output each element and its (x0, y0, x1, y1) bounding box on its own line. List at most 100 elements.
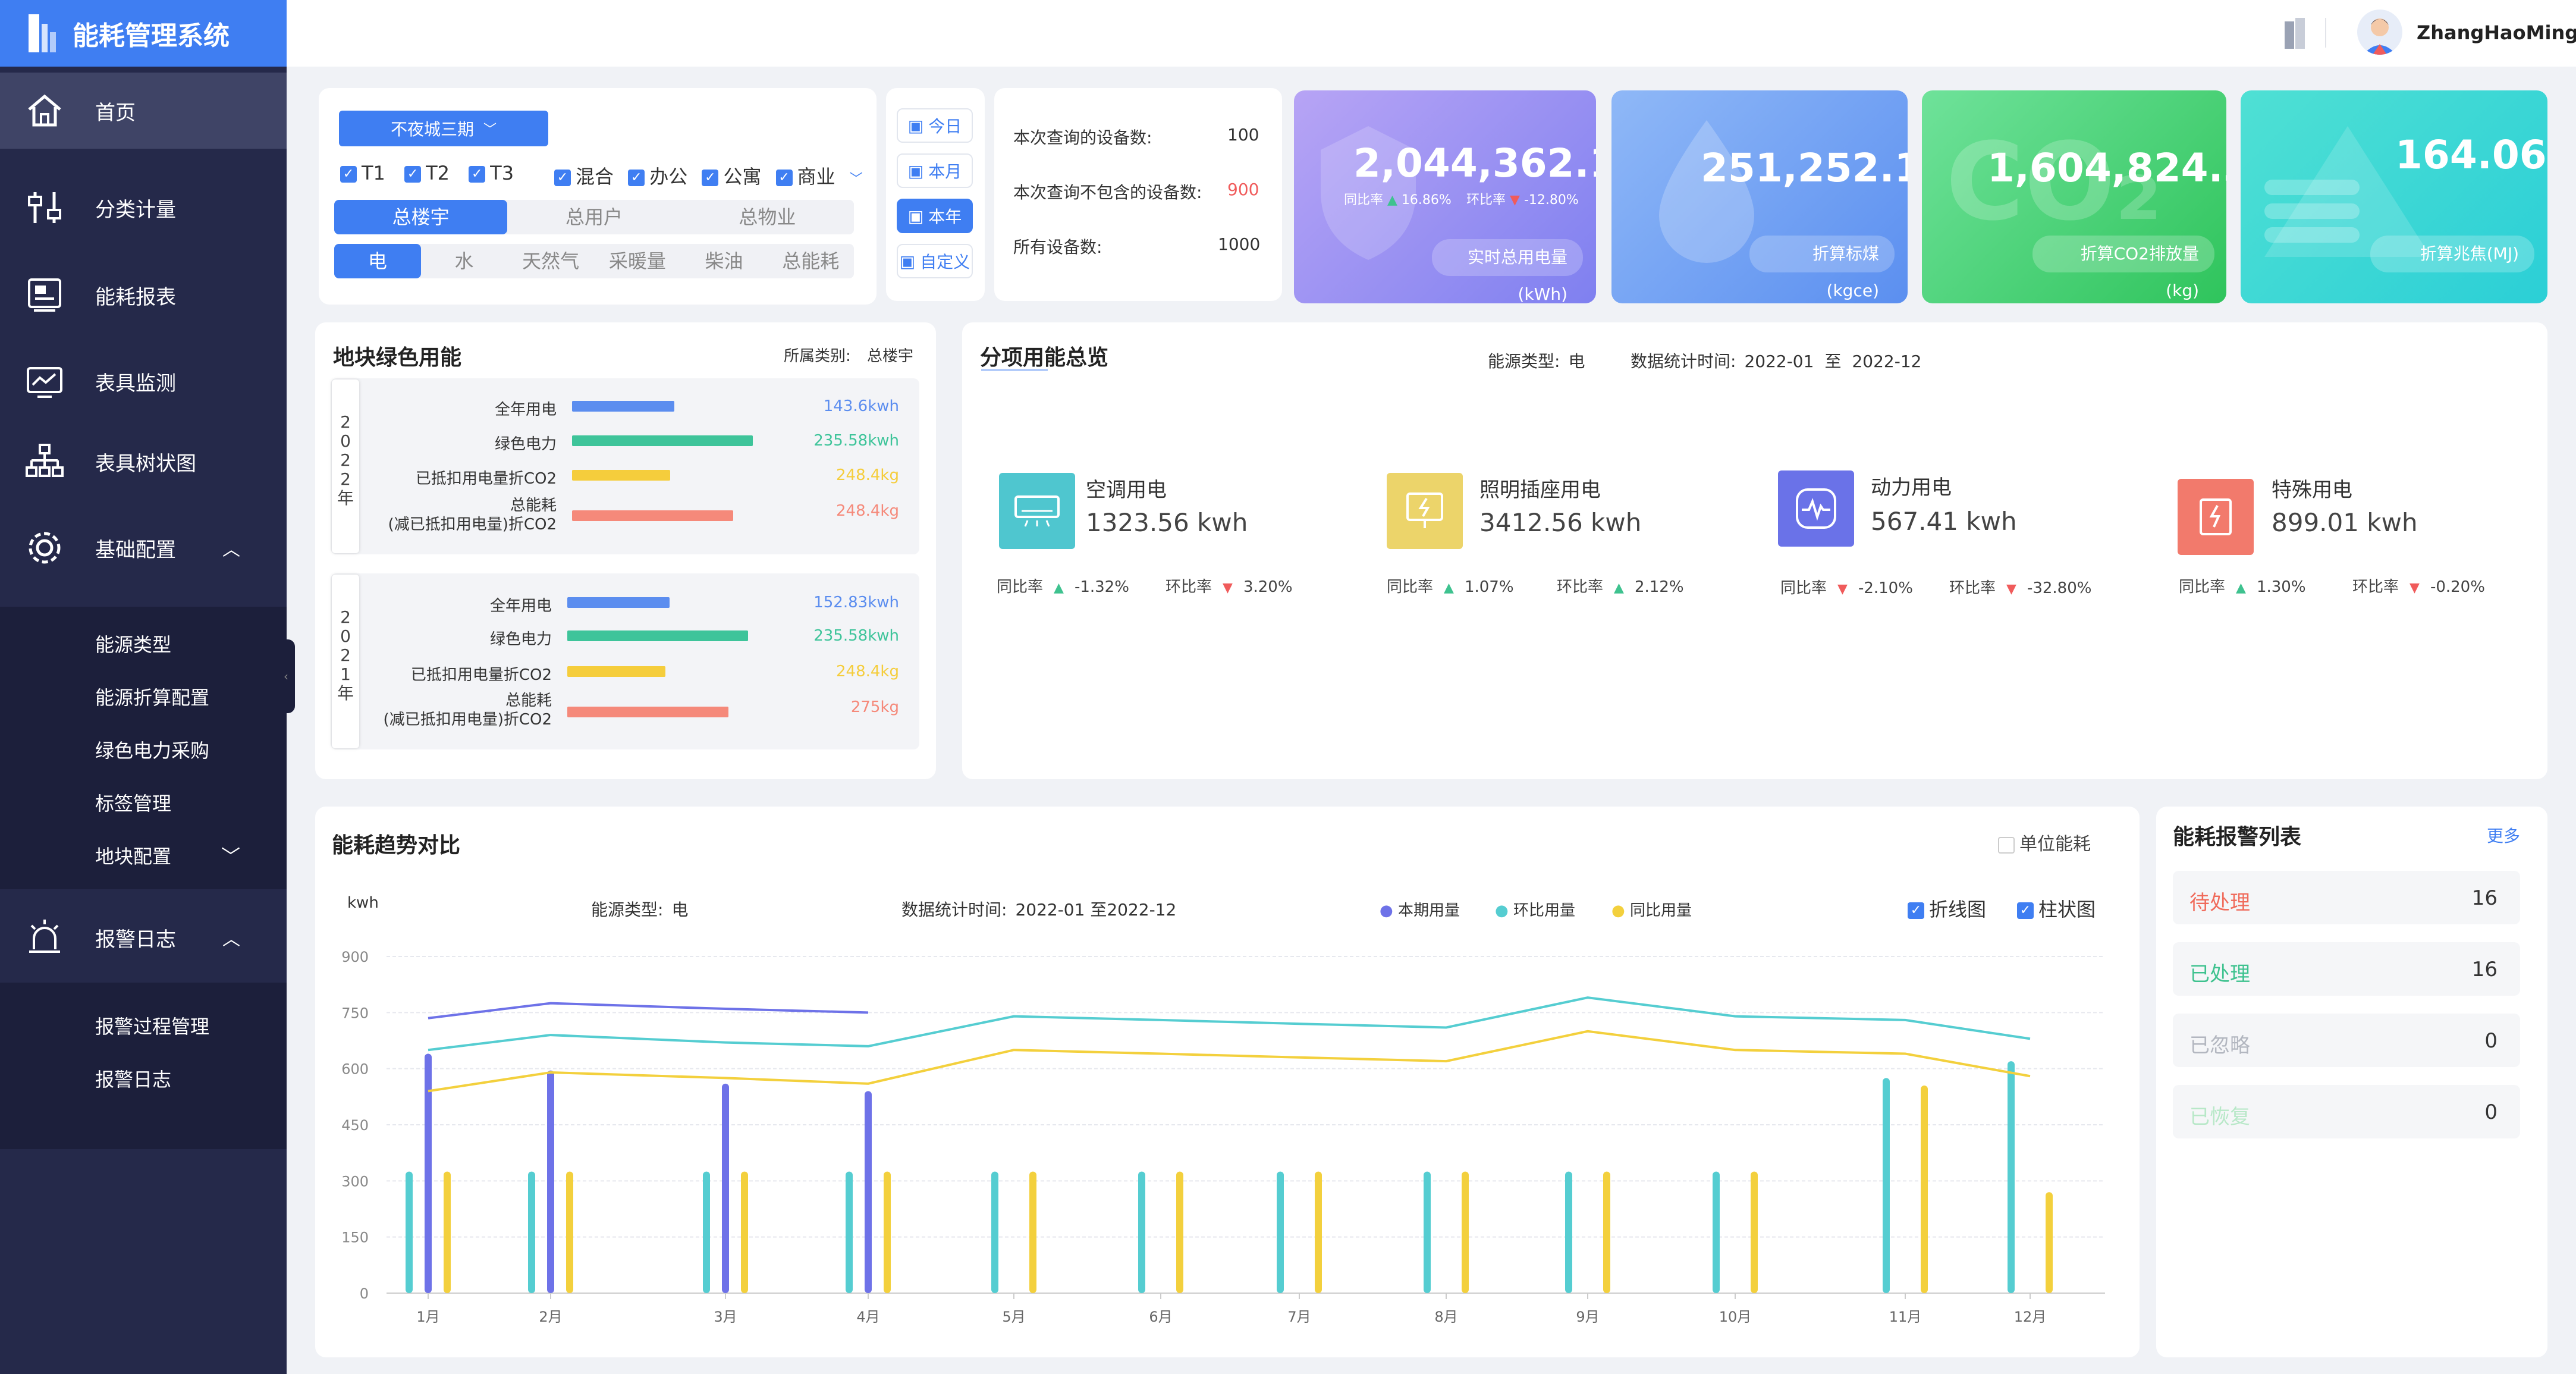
overview-item-name: 空调用电 (1086, 478, 1167, 502)
unit-energy-toggle[interactable]: 单位能耗 (1998, 829, 2091, 855)
period-panel (886, 88, 985, 301)
overview-item-name: 动力用电 (1871, 476, 1952, 500)
alarm-row-handled[interactable]: 已处理 16 (2173, 942, 2520, 996)
collapse-handle[interactable]: ‹ (277, 639, 295, 713)
bar-chart-toggle[interactable]: ✓ 柱状图 (2017, 895, 2096, 922)
sidebar-item-label: 基础配置 (95, 538, 176, 562)
tab-total-building[interactable]: 总楼宇 (334, 200, 508, 234)
submenu-item-alarm-process[interactable]: 报警过程管理 (95, 1015, 210, 1038)
tab-electricity[interactable]: 电 (334, 244, 421, 278)
legend-dot: ● (1380, 902, 1393, 920)
submenu-item-energy-type[interactable]: 能源类型 (95, 633, 172, 656)
overview-item-value: 3412.56 kwh (1479, 508, 1642, 537)
tab-gas[interactable]: 天然气 (522, 250, 580, 272)
tab-total-energy[interactable]: 总能耗 (782, 250, 840, 272)
legend-dot: ● (1495, 902, 1509, 920)
period-month-button[interactable]: ▣ 本月 (897, 153, 973, 188)
period-today-button[interactable]: ▣ 今日 (897, 108, 973, 143)
trend-panel (315, 807, 2140, 1357)
sidebar-item-classified-metering[interactable]: 分类计量 (0, 170, 287, 246)
top-bar: ZhangHaoMing (287, 0, 2576, 67)
category-value: 总楼宇 (867, 347, 914, 365)
gp-row-label-line2: (减已抵扣用电量)折CO2 (388, 516, 557, 534)
checkbox-mixed[interactable]: ✓ 混合 (554, 165, 614, 188)
submenu-item-tag-management[interactable]: 标签管理 (95, 792, 172, 815)
x-tick-label: 7月 (1287, 1309, 1311, 1325)
checkbox-t2[interactable]: ✓ T2 (404, 162, 450, 184)
app-title: 能耗管理系统 (73, 21, 230, 51)
alarm-label: 已处理 (2189, 962, 2250, 986)
checkbox-apartment[interactable]: ✓ 公寓 (702, 165, 761, 188)
year-char: 年 (337, 488, 354, 508)
checkbox-commercial[interactable]: ✓ 商业 (775, 165, 835, 188)
submenu-item-energy-conversion[interactable]: 能源折算配置 (95, 686, 210, 709)
kpi-card-electricity: 2,044,362.18 同比率 ▲ 16.86% 环比率 ▼ -12.80% … (1294, 90, 1596, 303)
tree-icon (24, 441, 65, 482)
legend-mom[interactable]: ● 环比用量 (1495, 898, 1575, 920)
x-tick-label: 1月 (416, 1309, 439, 1325)
period-custom-button[interactable]: ▣ 自定义 (897, 244, 973, 278)
label: 数据统计时间: (901, 900, 1007, 920)
energy-tabs: 电 水 天然气 采暖量 柴油 总能耗 (334, 244, 854, 278)
down-arrow-icon: ▼ (2409, 581, 2420, 595)
toggle-label: 折线图 (1929, 898, 1987, 921)
tab-total-property[interactable]: 总物业 (739, 206, 796, 228)
sidebar-item-meter-monitor[interactable]: 表具监测 (0, 343, 287, 419)
year-label-2022: 2 0 2 2 年 (332, 379, 359, 553)
line-chart-toggle[interactable]: ✓ 折线图 (1908, 895, 1986, 922)
device-stat-value: 100 (1227, 125, 1259, 145)
x-tick-label: 3月 (714, 1309, 737, 1325)
overview-item-value: 1323.56 kwh (1086, 508, 1248, 537)
site-select[interactable]: 不夜城三期 ﹀ (339, 111, 548, 146)
overview-yoy: 同比率 ▼ -2.10% (1780, 576, 1913, 598)
sidebar-item-energy-report[interactable]: 能耗报表 (0, 257, 287, 333)
alarm-row-pending[interactable]: 待处理 16 (2173, 871, 2520, 924)
overview-yoy: 同比率 ▲ -1.32% (997, 575, 1129, 597)
expand-chevron-icon[interactable]: ﹀ (849, 172, 863, 187)
x-tick-label: 12月 (2014, 1309, 2047, 1325)
user-name[interactable]: ZhangHaoMing (2417, 21, 2576, 44)
sidebar-item-label: 能耗报表 (95, 285, 176, 309)
trend-chart: kwh 900 750 600 450 300 150 0 1月 2月 3月 4月 5月 6月 7月 8月 9月… (341, 894, 2105, 1325)
bar-yoy (884, 1171, 891, 1293)
bar-mom (406, 1171, 413, 1293)
x-tick-label: 11月 (1889, 1309, 1922, 1325)
gp-bar (567, 630, 748, 641)
tab-water[interactable]: 水 (454, 250, 474, 272)
kpi-value: 164.06 (2395, 132, 2547, 178)
tab-heating[interactable]: 采暖量 (608, 250, 666, 272)
sidebar-item-base-config[interactable]: 基础配置 ︿ (0, 510, 287, 586)
period-year-button[interactable]: ▣ 本年 (897, 199, 973, 233)
sidebar-item-alarm-log[interactable]: 报警日志 ︿ (0, 899, 287, 975)
avatar[interactable] (2357, 10, 2402, 55)
checkbox-t1[interactable]: ✓ T1 (340, 162, 385, 184)
sidebar-item-home[interactable]: 首页 (0, 73, 287, 149)
legend-yoy[interactable]: ● 同比用量 (1611, 898, 1692, 920)
calendar-icon: ▣ (907, 115, 924, 136)
bar-mom (1565, 1171, 1572, 1293)
section-title: 地块绿色用能 (333, 346, 462, 370)
sidebar-item-meter-tree[interactable]: 表具树状图 (0, 424, 287, 500)
period-label: 自定义 (920, 252, 970, 272)
checkbox-t3[interactable]: ✓ T3 (469, 162, 514, 184)
submenu-item-green-power-purchase[interactable]: 绿色电力采购 (95, 739, 210, 762)
kpi-label: 折算CO2排放量(kg) (2032, 236, 2214, 300)
site-select-value: 不夜城三期 (390, 120, 474, 139)
checkbox-office[interactable]: ✓ 办公 (628, 165, 687, 188)
alarm-row-recovered[interactable]: 已恢复 0 (2173, 1085, 2520, 1138)
alarm-row-ignored[interactable]: 已忽略 0 (2173, 1014, 2520, 1067)
co2-watermark-icon: CO₂ (1946, 120, 2162, 244)
bar-yoy (1921, 1085, 1928, 1293)
building-icon[interactable] (2283, 17, 2307, 50)
submenu-item-plot-config[interactable]: 地块配置 ﹀ (0, 830, 287, 883)
bar-mom (1277, 1171, 1284, 1293)
special-power-icon (2178, 479, 2254, 555)
gp-row-label: 全年用电 (489, 597, 552, 615)
legend-current[interactable]: ● 本期用量 (1380, 898, 1460, 920)
submenu-item-alarm-log[interactable]: 报警日志 (95, 1068, 172, 1091)
overview-energy-type: 能源类型: 电 (1488, 349, 1585, 372)
tab-total-user[interactable]: 总用户 (565, 206, 623, 228)
trend-energy-type: 能源类型: 电 (591, 897, 688, 921)
more-link[interactable]: 更多 (2487, 826, 2521, 846)
tab-diesel[interactable]: 柴油 (705, 250, 743, 272)
